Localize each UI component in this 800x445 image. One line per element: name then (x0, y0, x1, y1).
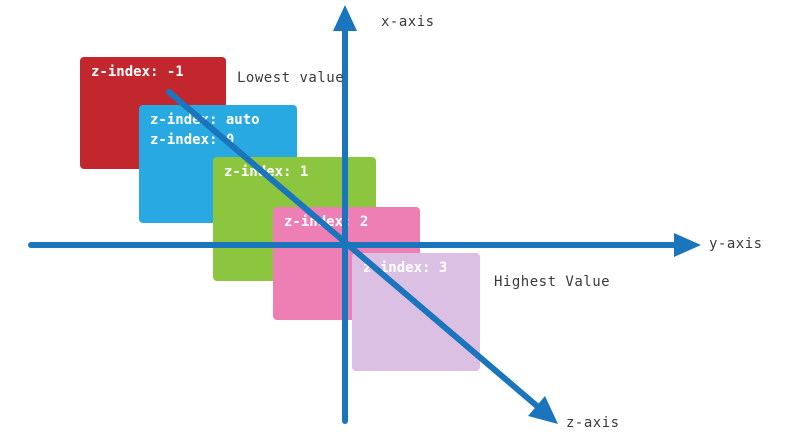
x-axis-label: x-axis (381, 14, 435, 30)
box-z-index-minus-1-label: z-index: -1 (91, 64, 184, 80)
box-z-index-0-label: z-index: 0 (150, 132, 235, 148)
box-z-index-auto-label: z-index: auto (150, 112, 260, 128)
box-z-index-2-label: z-index: 2 (284, 214, 369, 230)
z-axis-arrowhead (528, 396, 558, 424)
lowest-value-label: Lowest value (237, 70, 345, 86)
box-z-index-3: z-index: 3 (352, 253, 480, 371)
x-axis-arrowhead (333, 5, 357, 31)
box-z-index-3-label: z-index: 3 (363, 260, 448, 276)
y-axis-label: y-axis (709, 236, 763, 252)
highest-value-label: Highest Value (494, 274, 611, 290)
box-z-index-1-label: z-index: 1 (224, 164, 309, 180)
y-axis-arrowhead (674, 233, 701, 257)
z-axis-label: z-axis (566, 415, 620, 431)
